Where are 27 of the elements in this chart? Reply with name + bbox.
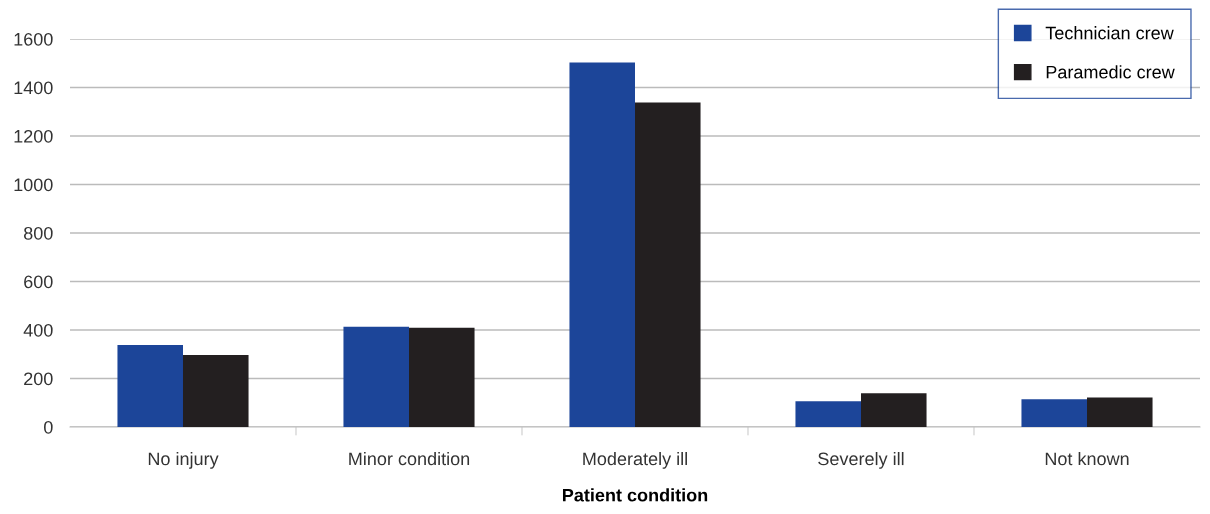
y-tick-label: 1600	[14, 32, 53, 46]
legend-label: Technician crew	[1045, 26, 1174, 40]
bar	[1087, 397, 1153, 427]
y-tick-label: 800	[24, 226, 53, 240]
bar	[795, 401, 861, 427]
y-tick-label: 600	[24, 275, 53, 289]
legend-label: Paramedic crew	[1046, 65, 1175, 79]
bar	[1021, 399, 1087, 427]
x-tick-label: Moderately ill	[583, 452, 687, 469]
bar	[569, 62, 635, 427]
x-tick-label: Minor condition	[349, 452, 470, 466]
y-tick-label: 1000	[14, 178, 53, 192]
bar	[183, 354, 249, 427]
x-tick-label: Severely ill	[818, 452, 904, 469]
y-tick-label: 400	[23, 323, 53, 337]
y-tick-label: 0	[44, 420, 53, 434]
x-tick-label: Not known	[1045, 452, 1129, 466]
y-tick-label: 200	[24, 372, 53, 386]
bar	[861, 393, 927, 427]
bar	[409, 327, 475, 427]
bar	[635, 102, 701, 427]
y-tick-label: 1400	[14, 81, 53, 95]
bar	[117, 345, 183, 427]
y-tick-label: 1200	[14, 129, 53, 143]
x-axis-title: Patient condition	[562, 488, 708, 502]
x-tick-label: No injury	[148, 452, 219, 469]
bar	[343, 326, 409, 427]
